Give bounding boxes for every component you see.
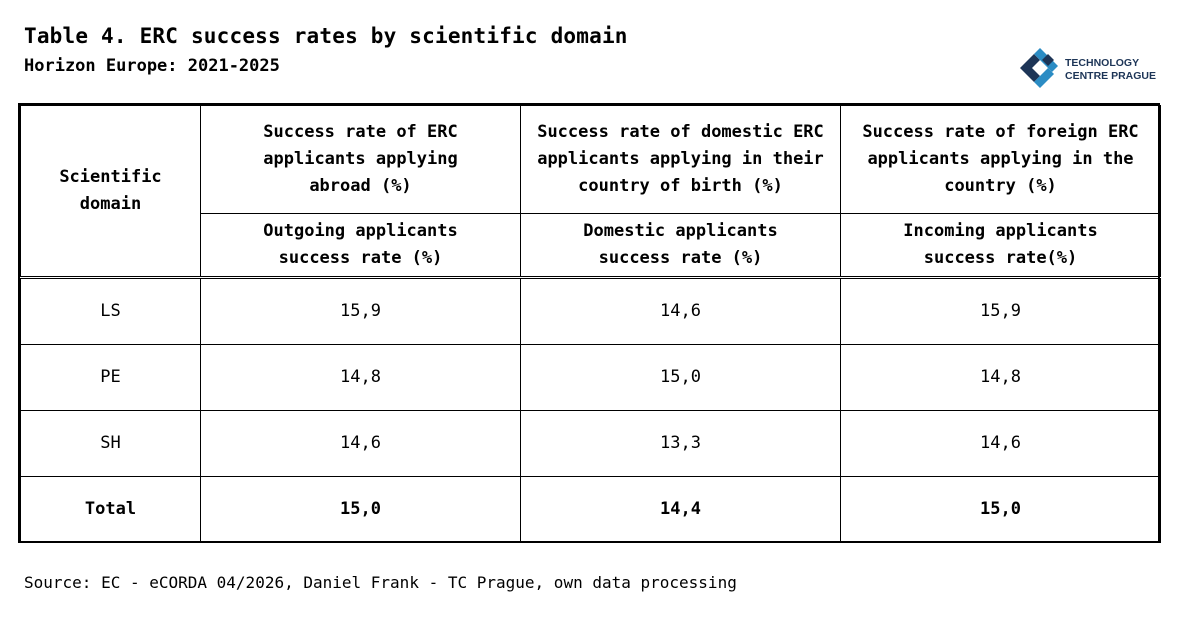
row-domain: LS [20, 277, 201, 345]
row-domain: PE [20, 344, 201, 411]
cell-outgoing: 14,8 [200, 344, 521, 411]
cell-domestic: 14,4 [520, 476, 841, 543]
source-note: Source: EC - eCORDA 04/2026, Daniel Fran… [24, 573, 737, 592]
total-row: Total 15,0 14,4 15,0 [20, 476, 1161, 543]
logo-text: TECHNOLOGY CENTRE PRAGUE [1065, 57, 1156, 83]
success-rate-table: Scientific domain Success rate of ERC ap… [18, 103, 1161, 543]
cell-domestic: 15,0 [520, 344, 841, 411]
column-header-domestic: Success rate of domestic ERC applicants … [520, 105, 841, 214]
cell-outgoing: 15,9 [200, 277, 521, 345]
table-title: Table 4. ERC success rates by scientific… [24, 24, 628, 48]
row-domain: Total [20, 476, 201, 543]
cell-domestic: 14,6 [520, 277, 841, 345]
table-row: SH 14,6 13,3 14,6 [20, 410, 1161, 477]
tc-prague-logo: TECHNOLOGY CENTRE PRAGUE [1016, 46, 1166, 94]
table-subtitle: Horizon Europe: 2021-2025 [24, 56, 280, 76]
cell-incoming: 14,6 [840, 410, 1161, 477]
column-subheader-incoming: Incoming applicants success rate(%) [840, 213, 1161, 279]
table: Scientific domain Success rate of ERC ap… [20, 105, 1161, 543]
logo-line-2: CENTRE PRAGUE [1065, 70, 1157, 82]
tc-prague-logo-icon [1020, 48, 1058, 88]
domain-header: Scientific domain [20, 105, 201, 279]
cell-outgoing: 14,6 [200, 410, 521, 477]
cell-incoming: 15,9 [840, 277, 1161, 345]
cell-incoming: 15,0 [840, 476, 1161, 543]
cell-incoming: 14,8 [840, 344, 1161, 411]
row-domain: SH [20, 410, 201, 477]
table-row: LS 15,9 14,6 15,9 [20, 277, 1161, 345]
logo-line-1: TECHNOLOGY [1065, 57, 1140, 69]
table-row: PE 14,8 15,0 14,8 [20, 344, 1161, 411]
column-header-abroad: Success rate of ERC applicants applying … [200, 105, 521, 214]
column-subheader-domestic: Domestic applicants success rate (%) [520, 213, 841, 279]
subheader-row: Outgoing applicants success rate (%) Dom… [21, 213, 1161, 279]
header-row: Scientific domain Success rate of ERC ap… [20, 105, 1161, 279]
cell-domestic: 13,3 [520, 410, 841, 477]
column-header-foreign: Success rate of foreign ERC applicants a… [840, 105, 1161, 214]
cell-outgoing: 15,0 [200, 476, 521, 543]
column-subheader-outgoing: Outgoing applicants success rate (%) [200, 213, 521, 279]
